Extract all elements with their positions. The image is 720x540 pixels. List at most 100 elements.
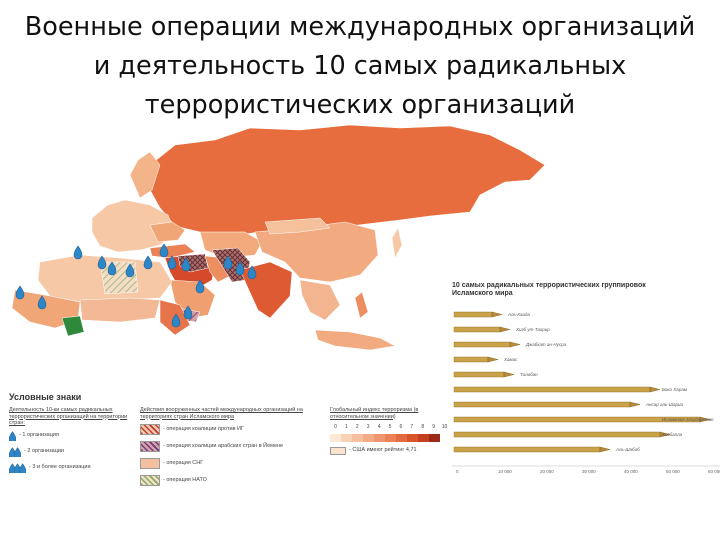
bullets-panel: 10 самых радикальных террористических гр… — [452, 282, 720, 492]
bullet-label: Ансар аль-Шариа — [645, 402, 683, 407]
bullet-tip — [659, 431, 671, 438]
index-scale-label: 8 — [421, 424, 425, 430]
index-scale-label: 3 — [366, 424, 370, 430]
drop-icon — [73, 245, 83, 260]
bullet-label: Хизбалла — [661, 432, 683, 437]
index-scale-label: 2 — [355, 424, 359, 430]
bullet-tip — [599, 446, 611, 453]
index-scale-label: 5 — [388, 424, 392, 430]
legend-org-heading: Деятельность 10-ки самых радикальных тер… — [9, 407, 128, 426]
bullet-row: Хизбалла — [453, 431, 683, 438]
indonesia — [314, 329, 396, 351]
philippines — [354, 291, 369, 319]
bullet-casing — [453, 326, 501, 333]
mongolia — [264, 217, 331, 235]
bullet-tip — [487, 356, 499, 363]
bullet-row: Аль-Каида — [453, 311, 531, 318]
japan — [391, 227, 403, 259]
se-asia — [299, 279, 341, 321]
drop-icon — [143, 255, 153, 270]
index-scale-label: 4 — [377, 424, 381, 430]
bullet-label: Талибан — [520, 372, 538, 377]
india — [239, 261, 293, 319]
legend-ops-label: - операция СНГ — [163, 460, 204, 467]
bullets-axis-tick: 10 000 — [498, 469, 512, 474]
legend-org-label: - 1 организация — [19, 432, 59, 439]
bullet-tip — [491, 311, 503, 318]
legend-index-column: Глобальный индекс терроризма (в относите… — [330, 407, 450, 461]
legend-ops-item: - операция коалиции против ИГ — [140, 424, 310, 435]
bullets-axis-tick: 20 000 — [540, 469, 554, 474]
legend-swatch — [140, 458, 160, 469]
legend-ops-column: Действия вооруженных частей международны… — [140, 407, 310, 492]
bullet-casing — [453, 356, 489, 363]
bullet-row: Хамас — [453, 356, 518, 363]
bullets-title: 10 самых радикальных террористических гр… — [452, 282, 646, 297]
drop-icon — [9, 446, 21, 457]
title-line-1: Военные операции международных организац… — [24, 12, 696, 42]
bullets-axis-tick: 30 000 — [582, 469, 596, 474]
index-scale-label: 7 — [410, 424, 414, 430]
bullet-casing — [453, 431, 661, 438]
bullet-row: Джабхат ан-Нусра — [453, 341, 567, 348]
legend-org-label: - 2 организации — [24, 448, 64, 455]
index-scale-label: 10 — [441, 424, 448, 430]
china — [254, 221, 379, 283]
bullet-tip — [629, 401, 641, 408]
drop-icon — [15, 285, 25, 300]
bullet-casing — [453, 311, 493, 318]
bullet-tip — [509, 341, 521, 348]
bullets-axis-tick: 50 000 — [666, 469, 680, 474]
bullet-tip — [503, 371, 515, 378]
slide-title: Военные операции международных организац… — [0, 8, 720, 125]
bullet-row: Ансар аль-Шариа — [453, 401, 683, 408]
legend-ops-item: - операция коалиции арабских стран в Йем… — [140, 441, 310, 452]
ukraine — [149, 221, 186, 243]
legend-ops-label: - операция коалиции арабских стран в Йем… — [163, 443, 284, 450]
bullet-label: Джабхат ан-Нусра — [525, 342, 567, 347]
bullet-casing — [453, 401, 631, 408]
legend-title: Условные знаки — [9, 392, 82, 402]
bullet-row: Хизб ут-Тахрир — [453, 326, 550, 333]
bullet-label: Исламское государство — [662, 417, 714, 422]
bullet-row: Аль-Шабаб — [453, 446, 640, 453]
legend-org-item: - 3 и более организации — [9, 462, 129, 473]
bullet-casing — [453, 386, 651, 393]
legend-swatch — [330, 446, 346, 455]
legend-ops-label: - операция НАТО — [163, 477, 207, 484]
bullets-axis-tick: 40 000 — [624, 469, 638, 474]
legend-swatch — [140, 424, 160, 435]
bullet-label: Боко Харам — [662, 387, 687, 392]
index-scale-label: 1 — [344, 424, 348, 430]
bullet-label: Хизб ут-Тахрир — [515, 327, 550, 332]
legend-org-item: - 1 организация — [9, 430, 129, 441]
index-scale-label: 9 — [432, 424, 435, 430]
legend-index-note: - США имеют рейтинг 4,71 — [330, 446, 450, 455]
legend-org-item: - 2 организации — [9, 446, 129, 457]
bullets-graphic: Аль-Каида Хизб ут-Тахрир Джабхат ан-Нусра Х… — [452, 311, 720, 474]
legend-index-heading: Глобальный индекс терроризма (в относите… — [330, 407, 419, 420]
bullet-tip — [499, 326, 511, 333]
index-scale-label: 0 — [334, 424, 337, 430]
legend-swatch — [140, 475, 160, 486]
legend-org-label: - 3 и более организации — [29, 464, 91, 471]
bullet-casing — [453, 341, 511, 348]
legend-swatch — [140, 441, 160, 452]
title-line-3: террористических организаций — [144, 90, 576, 120]
bullet-tip — [699, 416, 711, 423]
bullet-row: Боко Харам — [453, 386, 687, 393]
drop-icon — [9, 430, 16, 441]
sahel — [79, 297, 161, 323]
legend-ops-item: - операция СНГ — [140, 458, 310, 469]
scandinavia — [129, 151, 161, 199]
world-map — [11, 124, 546, 351]
bullets-axis-tick: 60 000 — [708, 469, 720, 474]
russia — [149, 124, 546, 237]
legend-index-note-label: - США имеют рейтинг 4,71 — [349, 447, 417, 454]
legend-org-column: Деятельность 10-ки самых радикальных тер… — [9, 407, 129, 479]
bullet-row: Исламское государство — [453, 416, 714, 423]
index-scale-label: 6 — [399, 424, 403, 430]
bullets-axis-tick: 0 — [456, 469, 459, 474]
bullet-label: Аль-Шабаб — [615, 447, 640, 452]
bullet-label: Аль-Каида — [507, 312, 531, 317]
